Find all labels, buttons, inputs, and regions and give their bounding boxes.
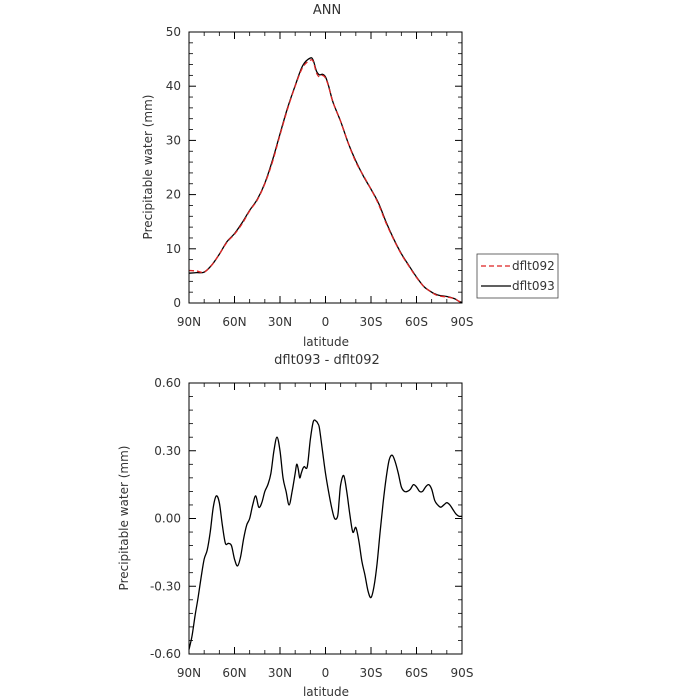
top-x-axis-label: latitude: [303, 335, 349, 349]
legend-label-dflt093: dflt093: [512, 279, 555, 293]
top-y-axis-label: Precipitable water (mm): [141, 95, 155, 240]
legend: dflt092 dflt093: [476, 253, 559, 299]
y-tick-label: -0.30: [150, 579, 181, 593]
y-tick-label: 20: [166, 188, 181, 202]
bottom-plot-frame: [188, 382, 463, 655]
y-tick-label: 50: [166, 25, 181, 39]
series-line-dflt093: [188, 57, 463, 304]
x-tick-label: 90N: [177, 315, 201, 329]
x-tick-label: 90N: [177, 666, 201, 680]
x-tick-label: 0: [322, 666, 330, 680]
top-chart-title: ANN: [313, 3, 341, 18]
y-tick-label: 0: [173, 296, 181, 310]
y-tick-label: -0.60: [150, 647, 181, 661]
top-series: [188, 57, 463, 304]
top-plot-frame: [188, 31, 463, 304]
x-tick-label: 0: [322, 315, 330, 329]
y-tick-label: 0.30: [154, 444, 181, 458]
bottom-panel: dflt093 - dflt092 Precipitable water (mm…: [117, 353, 473, 699]
top-tick-labels: 90N 60N 30N 0 30S 60S 90S 0 10 20 30 40 50: [166, 25, 474, 329]
y-tick-label: 30: [166, 133, 181, 147]
x-tick-label: 30S: [360, 666, 383, 680]
bottom-series: [188, 419, 463, 650]
bottom-x-axis-label: latitude: [303, 685, 349, 699]
x-tick-label: 90S: [451, 666, 474, 680]
legend-box: [476, 253, 559, 299]
bottom-chart-title: dflt093 - dflt092: [274, 353, 380, 368]
x-tick-label: 60N: [222, 315, 246, 329]
bottom-tick-labels: 90N 60N 30N 0 30S 60S 90S -0.60 -0.30 0.00 0.30 0.6…: [150, 376, 474, 680]
x-tick-label: 90S: [451, 315, 474, 329]
x-tick-label: 60S: [405, 315, 428, 329]
series-line-dflt092: [188, 59, 463, 304]
x-tick-label: 60S: [405, 666, 428, 680]
y-tick-label: 0.00: [154, 512, 181, 526]
x-tick-label: 30N: [268, 315, 292, 329]
y-tick-label: 0.60: [154, 376, 181, 390]
legend-label-dflt092: dflt092: [512, 259, 555, 273]
x-tick-label: 30S: [360, 315, 383, 329]
difference-line: [188, 419, 463, 650]
bottom-y-axis-label: Precipitable water (mm): [117, 446, 131, 591]
y-tick-label: 40: [166, 79, 181, 93]
top-panel: ANN Precipitable water (mm) 90N 60N 30N 0 30…: [141, 3, 559, 349]
top-ticks: [188, 31, 463, 304]
y-tick-label: 10: [166, 242, 181, 256]
x-tick-label: 60N: [222, 666, 246, 680]
x-tick-label: 30N: [268, 666, 292, 680]
bottom-ticks: [188, 382, 463, 655]
